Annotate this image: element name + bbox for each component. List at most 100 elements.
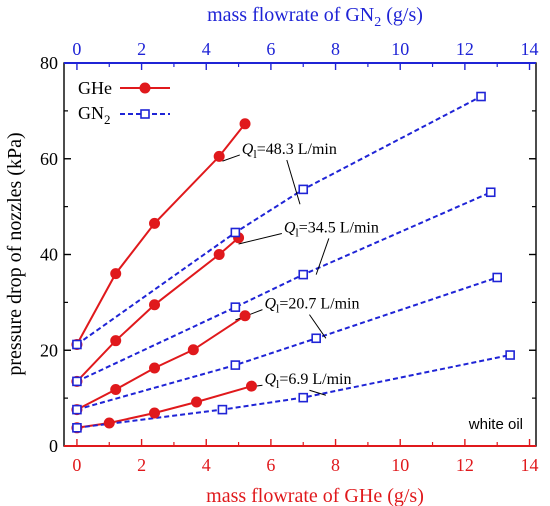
ghe-point: [149, 407, 161, 419]
annotation-value: =34.5 L/min: [299, 219, 379, 236]
gn2-point: [298, 269, 309, 280]
x-axis-top-title-sub: 2: [374, 15, 381, 30]
y-tick-label: 40: [40, 245, 58, 265]
x-top-tick-label: 6: [266, 39, 275, 59]
gn2-line-48.3: [76, 95, 482, 346]
x-bottom-tick-label: 10: [391, 455, 409, 475]
annotation-subscript: l: [295, 225, 299, 239]
gn2-point: [72, 376, 82, 387]
gn2-line-34.5: [76, 191, 492, 383]
annotation-value: =6.9 L/min: [279, 371, 351, 388]
gn2-point: [72, 423, 82, 433]
annotation-subscript: l: [276, 377, 280, 391]
legend: GHe GN2: [78, 78, 170, 127]
x-top-tick-label: 14: [521, 39, 539, 59]
x-bottom-tick-label: 6: [266, 455, 275, 475]
gn2-point: [230, 302, 241, 312]
series-markers: [71, 91, 515, 434]
annotation-label-3: Ql=6.9 L/min: [264, 371, 351, 391]
legend-label-gn2: GN2: [78, 103, 111, 127]
x-top-tick-label: 10: [391, 39, 409, 59]
annotation-label-1: Ql=34.5 L/min: [284, 219, 379, 239]
y-axis-title: pressure drop of nozzles (kPa): [4, 132, 26, 375]
gn2-point: [492, 272, 503, 283]
gn2-point: [230, 360, 241, 370]
legend-label-ghe: GHe: [78, 78, 112, 98]
annotation-label-0: Ql=48.3 L/min: [242, 141, 337, 161]
ghe-point: [103, 417, 115, 429]
annotation-leader-gn2: [286, 159, 301, 205]
x-bottom-tick-label: 2: [137, 455, 146, 475]
gn2-point: [72, 404, 82, 415]
x-bottom-tick-label: 0: [72, 455, 81, 475]
ghe-point: [213, 150, 225, 162]
annotation-value: =48.3 L/min: [257, 141, 337, 158]
ghe-point: [239, 310, 251, 322]
x-axis-top-title-unit: (g/s): [381, 4, 423, 26]
gn2-point: [72, 339, 82, 350]
legend-item-gn2: GN2: [78, 103, 170, 127]
x-axis-bottom-title: mass flowrate of GHe (g/s): [206, 485, 424, 506]
x-top-tick-label: 2: [137, 39, 146, 59]
annotation-leader-gn2: [315, 238, 330, 275]
gn2-point: [485, 187, 496, 198]
x-top-tick-label: 12: [456, 39, 474, 59]
annotation-q-symbol: Q: [242, 141, 254, 158]
gn2-point: [311, 333, 321, 344]
plot-frame: [63, 62, 537, 447]
x-bottom-tick-label: 14: [521, 455, 539, 475]
x-axis-top-title-main: mass flowrate of GN: [207, 4, 374, 26]
gn2-point: [230, 227, 241, 238]
legend-label-ghe-main: GHe: [78, 78, 112, 98]
y-tick-label: 80: [40, 53, 58, 73]
ghe-line-34.5: [76, 236, 240, 383]
ghe-point: [110, 335, 122, 347]
x-bottom-tick-label: 12: [456, 455, 474, 475]
legend-item-ghe: GHe: [78, 78, 170, 98]
white-oil-note: white oil: [468, 416, 523, 433]
annotation-subscript: l: [253, 147, 257, 161]
annotation-label-2: Ql=20.7 L/min: [264, 296, 359, 316]
y-tick-label: 60: [40, 149, 58, 169]
gn2-point: [298, 392, 309, 403]
legend-label-gn2-sub: 2: [104, 112, 111, 127]
ghe-point: [149, 362, 161, 374]
ghe-point: [187, 344, 199, 356]
x-axis-top-title: mass flowrate of GN2 (g/s): [207, 4, 423, 30]
x-bottom-tick-label: 8: [331, 455, 340, 475]
gn2-line-6.9: [76, 354, 511, 429]
annotation-leader-ghe: [222, 154, 240, 162]
ghe-point: [110, 268, 122, 280]
y-tick-label: 0: [49, 436, 58, 456]
annotation-subscript: l: [276, 302, 280, 316]
ghe-point: [149, 217, 161, 229]
annotation-q-symbol: Q: [284, 219, 296, 236]
gn2-line-20.7: [76, 276, 498, 411]
annotation-leader-gn2: [309, 314, 327, 339]
x-bottom-tick-label: 4: [202, 455, 211, 475]
ghe-point: [246, 380, 258, 392]
gn2-point: [217, 404, 228, 415]
legend-marker-gn2: [140, 109, 150, 119]
ghe-point: [213, 249, 225, 260]
legend-label-gn2-main: GN: [78, 103, 104, 123]
x-top-tick-label: 4: [202, 39, 211, 59]
annotation-q-symbol: Q: [264, 371, 276, 388]
legend-marker-ghe: [139, 82, 151, 94]
ghe-point: [149, 299, 161, 311]
ghe-point: [110, 384, 122, 396]
gn2-point: [476, 91, 486, 102]
ghe-point: [191, 396, 203, 408]
y-tick-label: 20: [40, 340, 58, 360]
x-top-tick-label: 0: [72, 39, 81, 59]
gn2-point: [505, 350, 515, 360]
annotation-leaders: [222, 154, 330, 396]
tick-marks: [64, 62, 536, 447]
ghe-point: [239, 118, 251, 130]
x-top-tick-label: 8: [331, 39, 340, 59]
annotation-value: =20.7 L/min: [279, 296, 359, 313]
annotation-q-symbol: Q: [264, 296, 276, 313]
gn2-point: [298, 184, 309, 195]
